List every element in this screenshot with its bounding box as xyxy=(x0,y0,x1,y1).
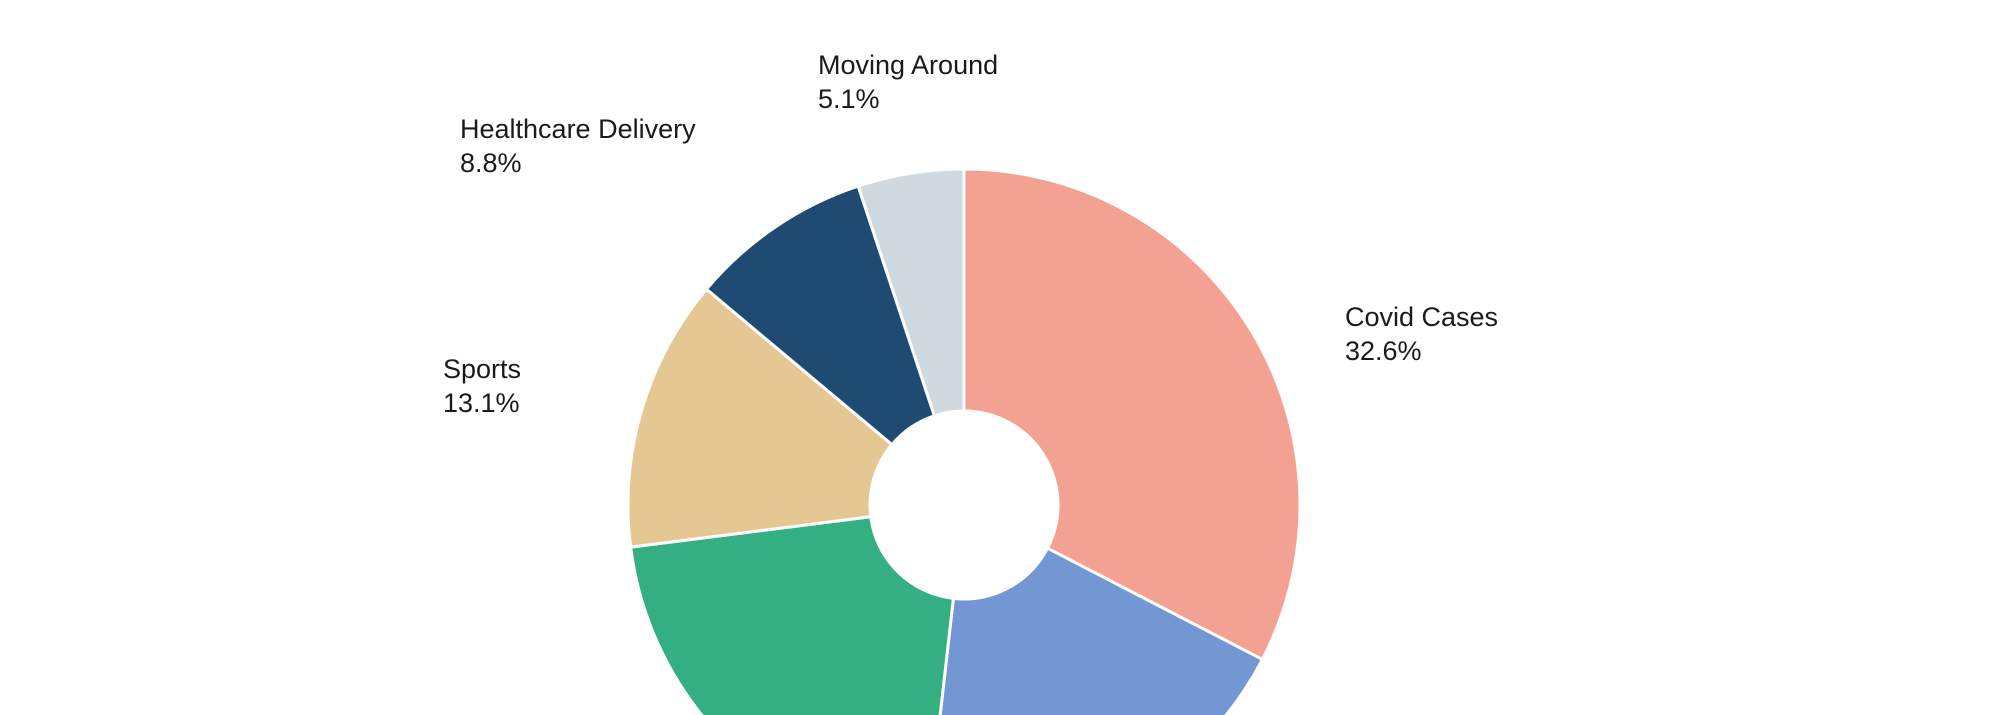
label-covid-cases: Covid Cases 32.6% xyxy=(1345,300,1498,368)
pie-slice-unlabeled-2 xyxy=(629,515,955,715)
slice-percent-text: 8.8% xyxy=(460,148,522,178)
slice-percent-text: 5.1% xyxy=(818,84,880,114)
pie-slice-healthcare-delivery xyxy=(704,184,936,447)
pie-slice-moving-around xyxy=(856,167,966,418)
pie-slice-sports xyxy=(626,287,894,549)
slice-percent-text: 32.6% xyxy=(1345,336,1422,366)
slice-label-text: Healthcare Delivery xyxy=(460,114,696,144)
slice-label-text: Moving Around xyxy=(818,50,999,80)
pie-slice-unlabeled-1 xyxy=(938,546,1264,715)
label-sports: Sports 13.1% xyxy=(443,352,521,420)
label-moving-around: Moving Around 5.1% xyxy=(818,48,998,116)
slice-label-text: Sports xyxy=(443,354,522,384)
slice-percent-text: 13.1% xyxy=(443,388,520,418)
pie-slice-covid-cases xyxy=(962,167,1302,661)
label-healthcare-delivery: Healthcare Delivery 8.8% xyxy=(460,112,696,180)
slice-label-text: Covid Cases xyxy=(1345,302,1499,332)
